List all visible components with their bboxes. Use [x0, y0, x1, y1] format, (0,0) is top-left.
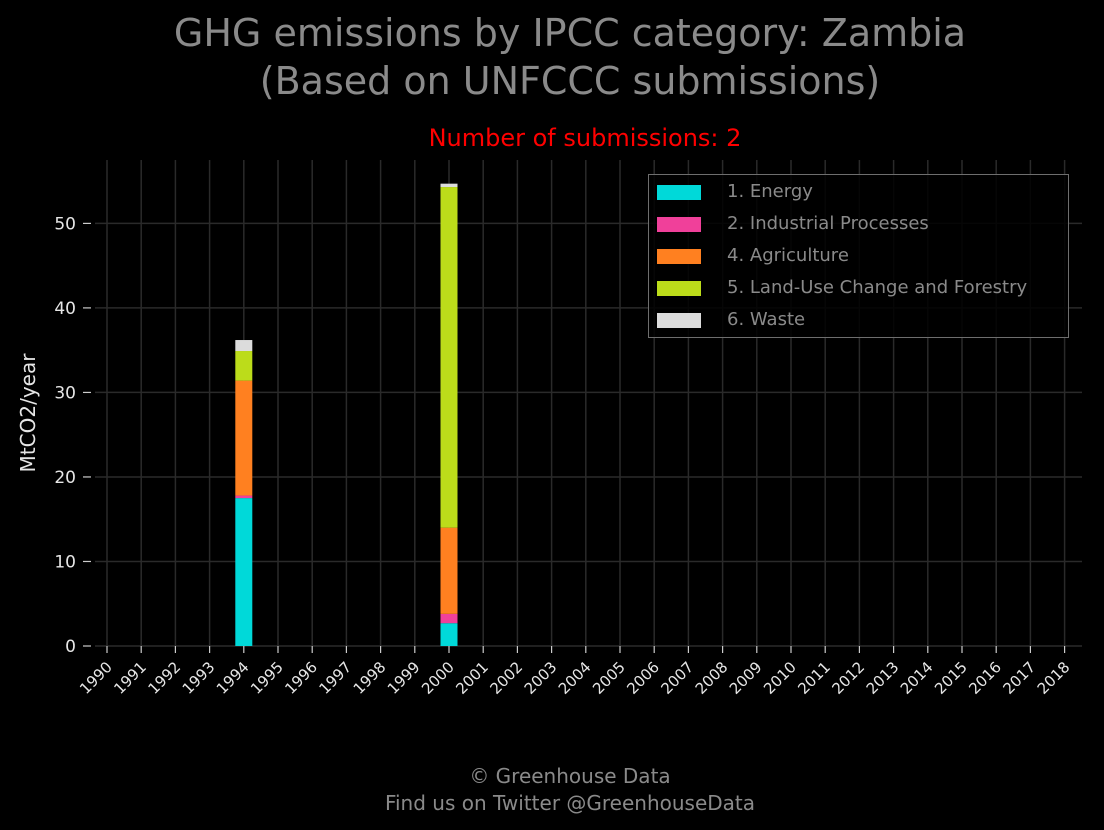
x-tick-label: 2008	[692, 658, 732, 698]
legend-label: 6. Waste	[727, 309, 806, 330]
legend-label: 4. Agriculture	[727, 245, 849, 266]
x-tick-label: 1990	[76, 658, 116, 698]
chart-title-line-1: GHG emissions by IPCC category: Zambia	[173, 11, 967, 55]
x-tick-label: 1993	[179, 658, 219, 698]
x-tick-label: 2003	[521, 658, 561, 698]
footer-copyright: © Greenhouse Data	[469, 764, 671, 788]
bar-segment	[440, 613, 458, 624]
x-tick-label: 1995	[247, 658, 287, 698]
y-tick-label: 50	[54, 214, 76, 234]
x-tick-label: 2014	[897, 658, 937, 698]
x-tick-label: 2013	[863, 658, 903, 698]
y-tick-label: 10	[54, 552, 76, 572]
x-tick-label: 1998	[350, 658, 390, 698]
x-tick-label: 2007	[657, 658, 697, 698]
x-tick-label: 1991	[110, 658, 150, 698]
bar-segment	[440, 623, 458, 646]
x-tick-label: 2017	[999, 658, 1039, 698]
x-tick-label: 1994	[213, 658, 253, 698]
legend-swatch	[657, 217, 701, 232]
legend-label: 5. Land-Use Change and Forestry	[727, 277, 1028, 298]
y-axis-label: MtCO2/year	[16, 353, 40, 473]
chart-subtitle: Number of submissions: 2	[428, 124, 742, 152]
x-tick-label: 2015	[931, 658, 971, 698]
chart-area: 1990199119921993199419951996199719981999…	[16, 160, 1082, 698]
bar-segment	[235, 351, 253, 381]
y-tick-label: 30	[54, 383, 76, 403]
legend: 1. Energy 2. Industrial Processes 4. Agr…	[648, 174, 1069, 338]
legend-swatch	[657, 281, 701, 296]
bar-segment	[235, 340, 253, 352]
legend-swatch	[657, 249, 701, 264]
bar-segment	[235, 380, 253, 496]
legend-label: 2. Industrial Processes	[727, 213, 929, 234]
legend-label: 1. Energy	[727, 181, 813, 202]
x-tick-label: 2010	[760, 658, 800, 698]
x-tick-label: 1996	[281, 658, 321, 698]
legend-swatch	[657, 313, 701, 328]
x-tick-label: 2002	[486, 658, 526, 698]
y-tick-label: 0	[65, 637, 76, 657]
bars	[235, 183, 458, 646]
legend-swatch	[657, 185, 701, 200]
x-tick-label: 2012	[828, 658, 868, 698]
bar-segment	[235, 498, 253, 646]
footer-twitter: Find us on Twitter @GreenhouseData	[384, 791, 756, 815]
x-tick-label: 2009	[726, 658, 766, 698]
bar-segment	[440, 527, 458, 614]
x-tick-label: 2005	[589, 658, 629, 698]
x-tick-label: 2011	[794, 658, 834, 698]
x-tick-label: 2001	[452, 658, 492, 698]
x-tick-label: 1997	[315, 658, 355, 698]
bar-segment	[440, 187, 458, 528]
x-tick-label: 2000	[418, 658, 458, 698]
x-tick-label: 2016	[965, 658, 1005, 698]
bar-segment	[235, 495, 253, 499]
x-tick-label: 2006	[623, 658, 663, 698]
x-tick-label: 1992	[144, 658, 184, 698]
x-tick-label: 2018	[1034, 658, 1074, 698]
y-tick-label: 20	[54, 468, 76, 488]
chart-title-line-2: (Based on UNFCCC submissions)	[259, 59, 881, 103]
x-tick-label: 1999	[384, 658, 424, 698]
x-tick-label: 2004	[555, 658, 595, 698]
bar-segment	[440, 183, 458, 188]
y-tick-label: 40	[54, 299, 76, 319]
